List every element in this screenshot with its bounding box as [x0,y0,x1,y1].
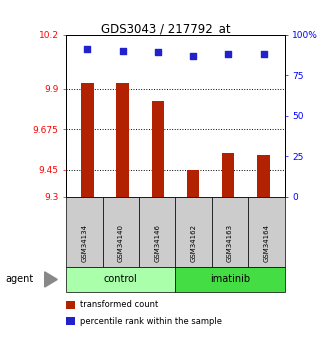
Text: GSM34164: GSM34164 [263,224,269,262]
Bar [152,101,164,197]
Text: transformed count: transformed count [80,300,159,309]
Bar [257,155,270,197]
Point [190,53,196,58]
Bar [81,83,93,197]
Point [120,48,125,53]
Text: GSM34163: GSM34163 [227,224,233,262]
Text: imatinib: imatinib [210,275,250,284]
Text: GSM34134: GSM34134 [81,224,87,262]
Text: agent: agent [5,275,33,284]
Point [155,50,161,55]
Bar [117,83,129,197]
Text: control: control [104,275,138,284]
Bar [187,170,199,197]
Point [85,46,90,52]
Text: GSM34162: GSM34162 [191,224,197,262]
Point [261,51,266,57]
Point [226,51,231,57]
Text: GSM34140: GSM34140 [118,224,124,262]
Text: percentile rank within the sample: percentile rank within the sample [80,317,222,326]
Bar [222,154,234,197]
Text: GSM34146: GSM34146 [154,224,160,262]
Text: GDS3043 / 217792_at: GDS3043 / 217792_at [101,22,230,36]
